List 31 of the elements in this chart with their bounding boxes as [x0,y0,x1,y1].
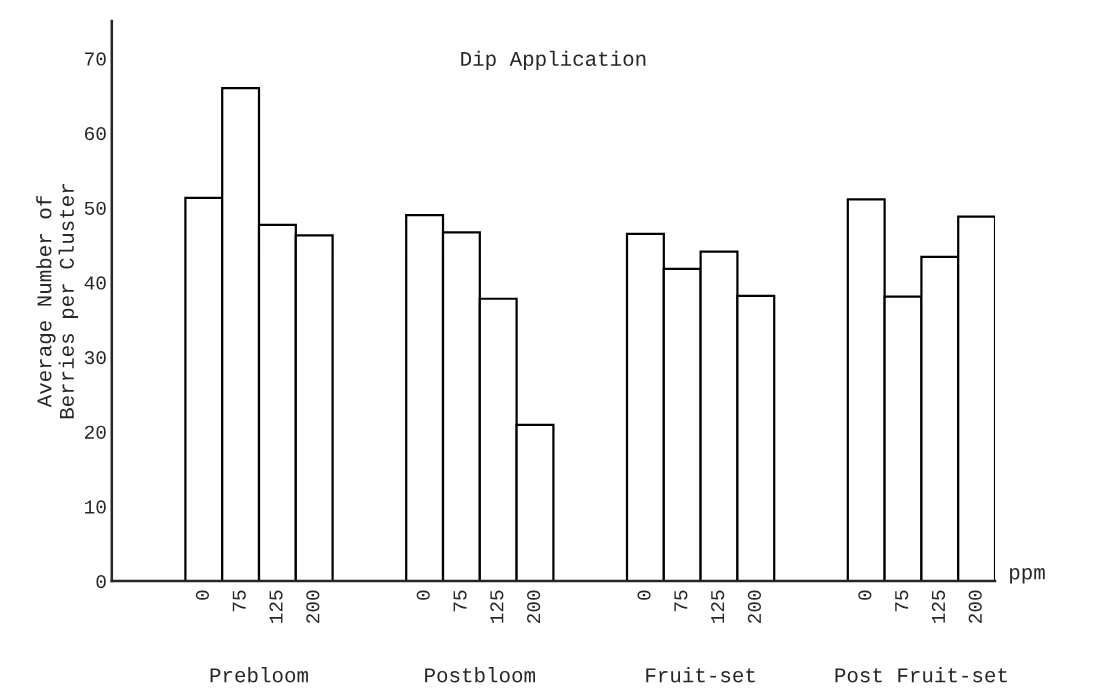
x-tick-label: 200 [968,590,982,623]
x-tick-label: 75 [895,590,909,612]
y-tick-label: 10 [85,500,106,514]
x-tick-label: 200 [747,590,762,623]
x-tick-label: 200 [306,590,320,623]
x-tick-label: 125 [269,590,283,623]
x-tick-label: 0 [858,590,872,600]
x-tick-label: 125 [931,590,946,623]
y-axis-title: Average Number of Berries per Cluster [36,184,79,419]
x-tick-label: 125 [711,590,725,623]
text: Dip Application [461,50,646,71]
x-tick-label: 0 [637,590,651,600]
y-tick-label: 0 [96,575,106,589]
y-tick-label: 70 [85,52,106,66]
y-tick-label: 50 [84,201,106,215]
x-tick-label: 75 [674,590,688,612]
y-tick-label: 30 [84,351,106,365]
x-tick-label: 0 [195,590,210,600]
y-tick-label: 20 [84,425,106,439]
x-tick-label: 75 [453,590,467,612]
text: Prebloom [210,667,308,683]
x-tick-label: 75 [232,590,246,612]
y-tick-label: 40 [84,276,106,290]
text: Postbloom [425,667,535,683]
y-tick-label: 60 [85,127,106,141]
x-axis-title: ppm [1010,568,1045,584]
x-tick-label: 0 [416,590,430,600]
text: Post Fruit-set [835,667,1007,683]
x-tick-label: 200 [527,590,541,623]
text: Fruit-set [646,667,755,683]
x-tick-label: 125 [490,590,504,623]
